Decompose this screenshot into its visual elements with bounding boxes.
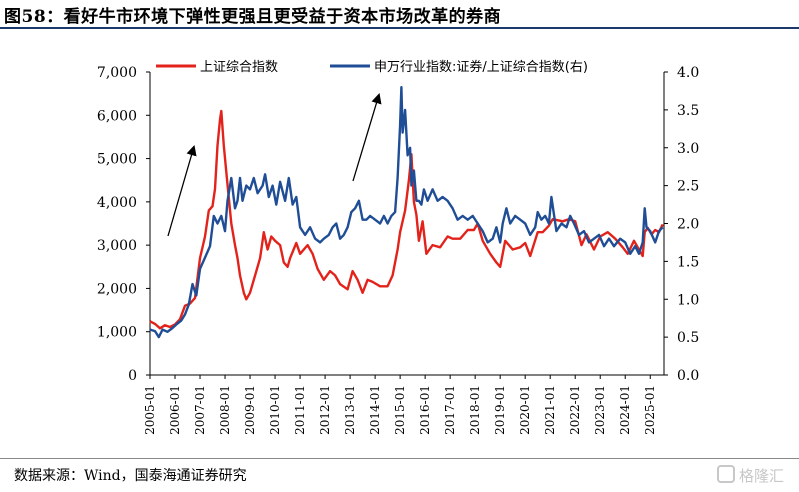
- x-tick-label: 2008-01: [218, 385, 232, 435]
- left-y-tick-label: 5,000: [97, 152, 137, 168]
- x-tick-label: 2025-01: [643, 385, 657, 435]
- legend-label-shanghai-composite: 上证综合指数: [200, 60, 278, 75]
- source-note: 数据来源：Wind，国泰海通证券研究: [14, 468, 247, 484]
- x-tick-label: 2014-01: [368, 385, 382, 435]
- x-tick-label: 2022-01: [568, 385, 582, 435]
- right-y-tick-label: 0.5: [677, 330, 699, 346]
- chart-annotations: [167, 93, 382, 237]
- figure-title: 图58：看好牛市环境下弹性更强且更受益于资本市场改革的券商: [4, 7, 502, 27]
- watermark-text: 格隆汇: [739, 467, 785, 485]
- trend-arrow-2007: [167, 145, 197, 237]
- chart-series: [149, 86, 664, 339]
- x-tick-label: 2009-01: [243, 385, 257, 435]
- watermark-logo-icon: [717, 465, 735, 483]
- right-y-tick-label: 2.5: [677, 179, 699, 195]
- left-y-tick-label: 7,000: [97, 65, 137, 81]
- legend-label-securities-ratio: 申万行业指数:证券/上证综合指数(右): [374, 59, 588, 75]
- x-tick-label: 2023-01: [593, 385, 607, 435]
- left-y-tick-label: 4,000: [97, 195, 137, 211]
- figure-title-bar: 图58：看好牛市环境下弹性更强且更受益于资本市场改革的券商: [0, 0, 799, 27]
- right-y-tick-label: 1.5: [677, 254, 699, 270]
- left-y-tick-label: 3,000: [97, 238, 137, 254]
- right-y-tick-label: 3.0: [677, 141, 699, 157]
- x-tick-label: 2015-01: [393, 385, 407, 435]
- x-tick-label: 2011-01: [293, 385, 307, 435]
- x-tick-label: 2016-01: [418, 385, 432, 435]
- x-tick-label: 2013-01: [343, 385, 357, 435]
- chart-legend: 上证综合指数 申万行业指数:证券/上证综合指数(右): [156, 59, 588, 75]
- right-y-tick-label: 0.0: [677, 368, 699, 384]
- x-tick-label: 2007-01: [193, 385, 207, 435]
- x-tick-label: 2006-01: [168, 385, 182, 435]
- series-line-securities-ratio: [149, 86, 664, 339]
- x-tick-label: 2005-01: [143, 385, 157, 435]
- left-y-tick-label: 0: [128, 368, 137, 384]
- x-tick-label: 2018-01: [468, 385, 482, 435]
- x-tick-label: 2024-01: [618, 385, 632, 435]
- left-y-tick-label: 6,000: [97, 108, 137, 124]
- x-tick-label: 2020-01: [518, 385, 532, 435]
- title-divider: [0, 27, 799, 29]
- left-y-tick-label: 2,000: [97, 281, 137, 297]
- right-y-tick-label: 2.0: [677, 217, 699, 233]
- x-tick-label: 2021-01: [543, 385, 557, 435]
- right-y-tick-label: 1.0: [677, 292, 699, 308]
- x-tick-label: 2010-01: [268, 385, 282, 435]
- right-y-tick-label: 4.0: [677, 65, 699, 81]
- left-y-tick-label: 1,000: [97, 325, 137, 341]
- dual-axis-line-chart: 0 1,000 2,000 3,000 4,000 5,000 6,000 7,000 0.0 0…: [97, 59, 699, 435]
- x-tick-label: 2017-01: [443, 385, 457, 435]
- trend-arrow-2015: [352, 93, 382, 182]
- footer-divider: [0, 458, 799, 459]
- x-tick-label: 2019-01: [493, 385, 507, 435]
- right-y-tick-label: 3.5: [677, 103, 699, 119]
- chart-axes: 0 1,000 2,000 3,000 4,000 5,000 6,000 7,000 0.0 0…: [97, 65, 699, 435]
- x-tick-label: 2012-01: [318, 385, 332, 435]
- watermark: 格隆汇: [717, 463, 789, 487]
